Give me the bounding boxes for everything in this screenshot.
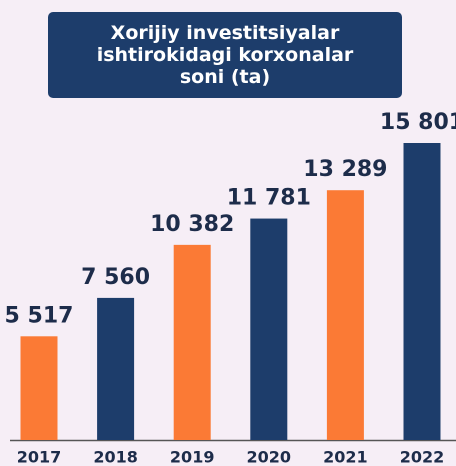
- bar: [97, 297, 135, 440]
- x-tick-label: 2019: [170, 448, 215, 466]
- bar: [326, 190, 364, 440]
- value-label: 15 801: [380, 110, 456, 135]
- bar: [20, 336, 58, 440]
- bar: [250, 218, 288, 440]
- value-label: 5 517: [5, 303, 74, 328]
- chart-title: Xorijiy investitsiyalar ishtirokidagi ko…: [96, 22, 354, 88]
- x-tick-label: 2020: [247, 448, 292, 466]
- x-tick-label: 2017: [17, 448, 62, 466]
- value-label: 13 289: [303, 157, 387, 182]
- title-box: Xorijiy investitsiyalar ishtirokidagi ko…: [48, 12, 402, 98]
- value-label: 11 781: [227, 186, 311, 211]
- bar: [403, 143, 441, 440]
- value-label: 10 382: [150, 212, 234, 237]
- value-label: 7 560: [81, 265, 150, 290]
- bar: [173, 244, 211, 440]
- x-tick-label: 2022: [400, 448, 445, 466]
- x-tick-label: 2018: [93, 448, 138, 466]
- x-tick-label: 2021: [323, 448, 368, 466]
